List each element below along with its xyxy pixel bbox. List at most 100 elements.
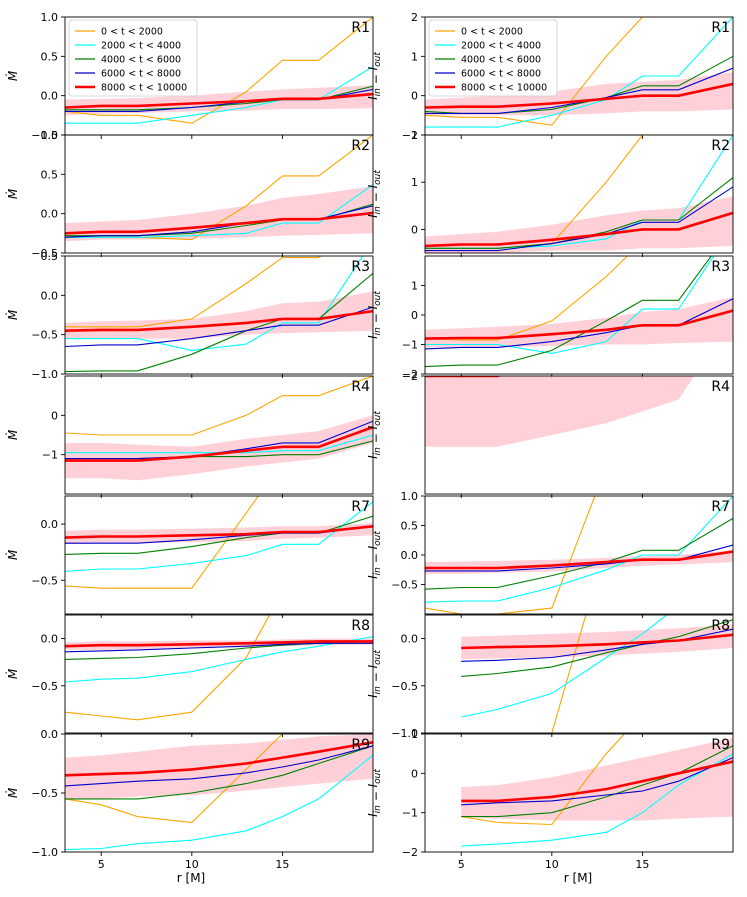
series-line-3 — [425, 256, 712, 368]
y-tick-label: 0 — [411, 223, 418, 236]
series-line-4 — [425, 186, 733, 252]
plot-area — [65, 256, 373, 373]
series-line-2 — [65, 754, 373, 851]
panel-R7-left: −0.5 0.0 R7 Ṁ — [5, 495, 374, 618]
plot-area — [425, 376, 695, 447]
y-tick-label: 0.0 — [41, 633, 59, 646]
legend-entry-3: 4000 < t < 6000 — [461, 55, 541, 66]
axes-frame — [64, 495, 374, 615]
series-line-2 — [425, 256, 715, 354]
series-line-5 — [425, 82, 733, 109]
panel-label: R7 — [711, 499, 730, 515]
series-line-4 — [65, 745, 373, 787]
y-tick-label: 1 — [411, 728, 418, 741]
variability-band — [461, 624, 733, 660]
x-tick-label: 10 — [545, 858, 559, 871]
series-line-1 — [65, 734, 284, 824]
x-axis-label-left: r [M] — [177, 871, 205, 885]
x-tick-label: 15 — [635, 858, 649, 871]
series-line-1 — [461, 734, 626, 826]
variability-band — [425, 72, 733, 116]
axes-frame — [64, 375, 374, 495]
y-tick-label: 2 — [411, 11, 418, 24]
y-tick-label: −0.5 — [31, 247, 58, 260]
y-tick-label: 0.5 — [41, 168, 59, 181]
panel-label: R8 — [711, 618, 730, 634]
panel-R1-right: −1 0 1 2 R1 Iin − Iout 0 < t < 2000 2000 < t < … — [366, 11, 734, 142]
variability-band — [425, 297, 733, 348]
legend-entry-4: 6000 < t < 8000 — [101, 69, 181, 80]
plot-area — [65, 17, 373, 124]
panel-R1-left: −0.5 0.0 0.5 1.0 R1 Ṁ 0 < t < 2000 2000 < t < 4… — [5, 11, 374, 142]
series-line-4 — [65, 642, 373, 653]
axes-frame — [64, 134, 374, 254]
series-line-5 — [65, 741, 373, 777]
series-line-5 — [65, 211, 373, 235]
y-tick-label: 1.0 — [41, 11, 59, 24]
panel-label: R4 — [351, 379, 370, 395]
variability-band — [425, 196, 733, 253]
y-tick-label: −1 — [402, 129, 418, 142]
y-tick-label: −1.0 — [31, 846, 58, 859]
series-line-1 — [425, 17, 733, 126]
legend-box — [68, 19, 198, 97]
y-tick-label: −2 — [402, 846, 418, 859]
y-tick-label: −0.5 — [391, 680, 418, 693]
plot-area — [65, 734, 373, 851]
plot-area — [461, 615, 733, 733]
series-line-1 — [425, 496, 596, 614]
y-tick-label: 1.0 — [401, 490, 419, 503]
y-axis-label: Ṁ — [5, 549, 20, 560]
series-line-3 — [461, 619, 733, 677]
legend: 0 < t < 2000 2000 < t < 4000 4000 < t < 60… — [68, 19, 198, 97]
panel-label: R1 — [351, 20, 370, 36]
series-line-1 — [65, 615, 271, 721]
panel-R8-left: −0.5 0.0 R8 Ṁ — [5, 614, 374, 737]
y-axis-label: Iin − Iout — [366, 411, 383, 459]
y-tick-label: 0.0 — [41, 208, 59, 221]
y-tick-label: −0.5 — [31, 329, 58, 342]
plot-area — [65, 135, 373, 242]
series-line-3 — [65, 745, 373, 800]
series-line-1 — [425, 256, 629, 341]
y-axis-label: Ṁ — [5, 70, 20, 81]
panel-label: R4 — [711, 379, 730, 395]
axes-frame — [424, 614, 734, 734]
panel-R7-right: −0.5 0.0 0.5 1.0 R7 Iin − Iout — [366, 490, 734, 618]
y-tick-label: −1 — [402, 807, 418, 820]
legend-box — [428, 19, 558, 97]
plot-area — [461, 734, 733, 847]
series-line-5 — [65, 640, 373, 648]
axes-frame — [424, 375, 734, 495]
y-tick-label: −1 — [402, 339, 418, 352]
series-line-2 — [425, 496, 733, 603]
series-line-5 — [65, 425, 373, 462]
panel-R4-left: −1 0 R4 Ṁ — [5, 375, 374, 498]
y-tick-label: −0.5 — [31, 787, 58, 800]
panel-label: R1 — [711, 20, 730, 36]
y-axis-label: Iin − Iout — [366, 531, 383, 579]
legend-entry-5: 8000 < t < 10000 — [101, 83, 187, 94]
series-line-5 — [65, 309, 373, 332]
series-line-2 — [461, 615, 668, 718]
series-line-3 — [425, 517, 733, 590]
panel-label: R2 — [351, 138, 370, 154]
panel-label: R3 — [711, 259, 730, 275]
y-tick-label: 0.5 — [401, 520, 419, 533]
panel-label: R3 — [351, 259, 370, 275]
y-tick-label: −0.5 — [391, 579, 418, 592]
panel-R3-right: −2 −1 0 1 R3 Iin − Iout — [366, 255, 734, 381]
y-axis-label: Iin − Iout — [366, 170, 383, 218]
series-line-2 — [425, 17, 733, 128]
y-tick-label: 0.0 — [41, 289, 59, 302]
series-line-2 — [65, 184, 373, 238]
series-line-2 — [461, 753, 733, 847]
series-line-1 — [65, 376, 373, 436]
y-tick-label: 0 — [411, 767, 418, 780]
plot-area — [65, 376, 373, 481]
series-line-1 — [65, 17, 373, 124]
x-tick-label: 5 — [98, 858, 105, 871]
variability-band — [65, 291, 373, 339]
